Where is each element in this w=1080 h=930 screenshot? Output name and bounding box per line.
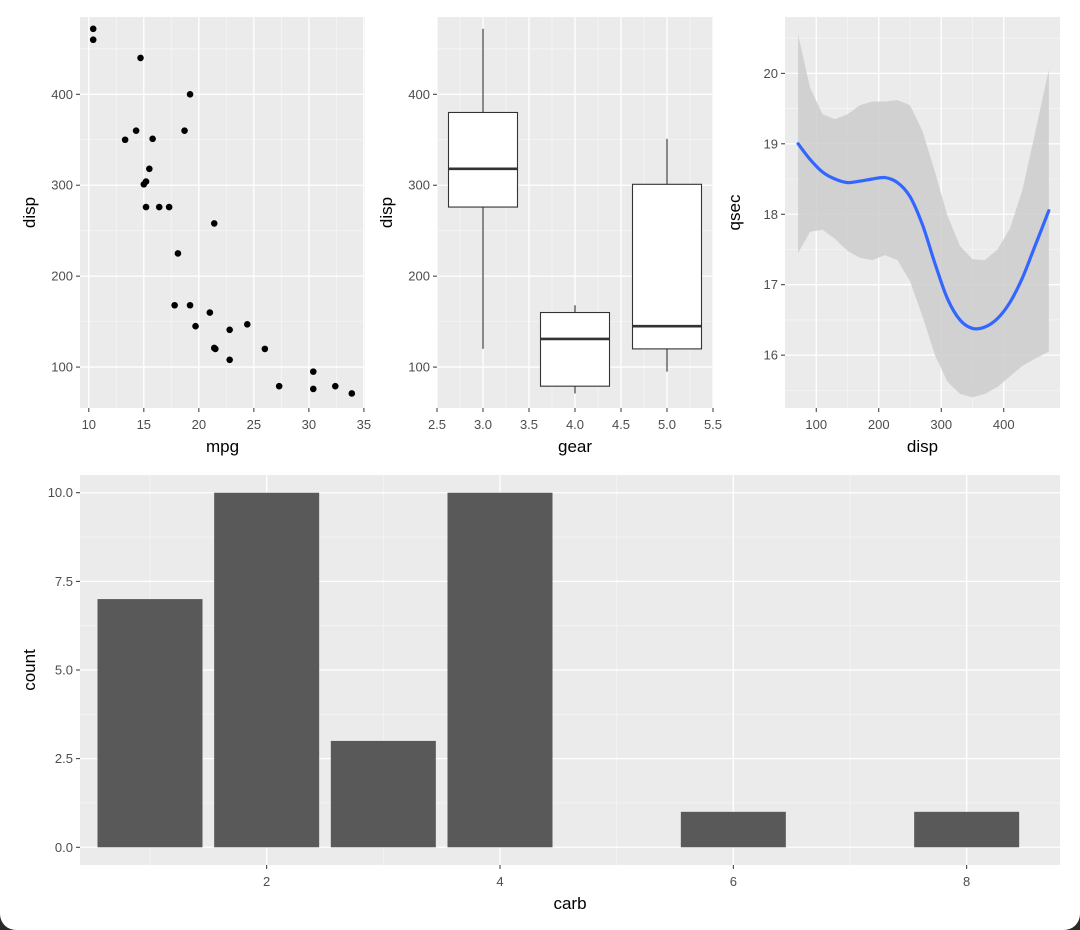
- y-tick-label: 7.5: [55, 574, 73, 589]
- bar-carb-2: [214, 492, 320, 848]
- y-axis-title: disp: [20, 197, 39, 228]
- panel-2: 2.5 3.0 3.5 4.0 4.5 5.0 5.5 100 200 300 400 gear dis…: [377, 17, 722, 456]
- x-tick-label: 4: [496, 874, 503, 889]
- x-tick-label: 3.0: [474, 417, 492, 432]
- panel-1: 10 15 20 25 30 35 100 200 300 400 mpg disp: [20, 17, 371, 456]
- data-point: [142, 203, 150, 211]
- x-tick-label: 5.5: [704, 417, 722, 432]
- y-tick-label: 17: [764, 277, 778, 292]
- bar-carb-1: [97, 599, 203, 848]
- data-point: [206, 309, 214, 316]
- panel-4: 2 4 6 8 0.0 2.5 5.0 7.5 10.0 carb count: [20, 475, 1060, 913]
- y-axis-title: count: [20, 649, 39, 691]
- x-tick-label: 5.0: [658, 417, 676, 432]
- smooth-fit-line: [796, 142, 1051, 331]
- bar-carb-8: [914, 811, 1020, 848]
- box-gear-3: [447, 28, 519, 349]
- x-tick-label: 4.5: [612, 417, 630, 432]
- data-point: [181, 127, 188, 134]
- data-point: [261, 345, 269, 353]
- x-tick-label: 25: [247, 417, 261, 432]
- data-point: [210, 220, 218, 227]
- y-tick-label: 300: [51, 178, 73, 193]
- x-tick-label: 400: [993, 417, 1015, 432]
- data-point: [275, 382, 283, 390]
- y-tick-label: 16: [764, 348, 778, 363]
- x-tick-label: 30: [302, 417, 316, 432]
- y-tick-label: 0.0: [55, 840, 73, 855]
- data-point: [186, 301, 194, 309]
- x-tick-label: 3.5: [520, 417, 538, 432]
- panel-3: 100 200 300 400 16 17 18 19 20 disp qsec: [725, 17, 1060, 456]
- y-axis-title: qsec: [725, 194, 744, 230]
- confidence-ribbon: [798, 34, 1049, 398]
- y-tick-label: 10.0: [48, 485, 73, 500]
- data-point: [132, 127, 140, 134]
- y-tick-label: 20: [764, 66, 778, 81]
- data-point: [331, 382, 339, 390]
- box-body: [539, 311, 611, 387]
- x-tick-label: 200: [868, 417, 890, 432]
- x-tick-label: 20: [192, 417, 206, 432]
- panel-background: [80, 17, 365, 408]
- x-tick-label: 2.5: [428, 417, 446, 432]
- box-gear-4: [539, 305, 611, 394]
- data-point: [186, 90, 194, 98]
- x-axis-title: gear: [558, 437, 592, 456]
- x-tick-label: 35: [357, 417, 371, 432]
- x-axis-title: mpg: [206, 437, 239, 456]
- x-tick-label: 8: [963, 874, 970, 889]
- y-tick-label: 2.5: [55, 751, 73, 766]
- data-point: [192, 322, 199, 330]
- x-tick-label: 15: [137, 417, 151, 432]
- x-axis-title: carb: [553, 894, 586, 913]
- bar-carb-4: [447, 492, 553, 848]
- y-tick-label: 400: [408, 87, 430, 102]
- data-point: [140, 181, 148, 188]
- y-axis-title: disp: [377, 197, 396, 228]
- x-axis-title: disp: [907, 437, 938, 456]
- bar-carb-6: [680, 811, 786, 848]
- data-point: [171, 301, 178, 309]
- x-tick-label: 300: [930, 417, 952, 432]
- data-point: [137, 54, 144, 62]
- x-tick-label: 6: [730, 874, 737, 889]
- data-point: [89, 36, 97, 44]
- y-tick-label: 18: [764, 207, 778, 222]
- x-tick-label: 100: [805, 417, 827, 432]
- data-point: [149, 135, 156, 143]
- x-tick-label: 2: [263, 874, 270, 889]
- data-point: [348, 390, 356, 397]
- bar-carb-3: [330, 740, 436, 848]
- x-tick-label: 4.0: [566, 417, 584, 432]
- data-point: [210, 344, 218, 352]
- y-tick-label: 100: [408, 360, 430, 375]
- data-point: [309, 368, 317, 375]
- y-tick-label: 100: [51, 360, 73, 375]
- data-point: [146, 165, 153, 173]
- y-tick-label: 400: [51, 87, 73, 102]
- data-point: [165, 203, 173, 211]
- box-gear-5: [631, 138, 703, 372]
- y-tick-label: 300: [408, 178, 430, 193]
- data-point: [309, 385, 317, 393]
- data-point: [226, 326, 233, 334]
- y-tick-label: 5.0: [55, 663, 73, 678]
- data-point: [243, 321, 251, 328]
- box-body: [631, 183, 703, 350]
- data-point: [226, 356, 233, 364]
- y-tick-label: 200: [408, 269, 430, 284]
- data-point: [174, 250, 182, 257]
- box-body: [447, 111, 519, 208]
- y-tick-label: 200: [51, 269, 73, 284]
- x-tick-label: 10: [82, 417, 96, 432]
- data-point: [121, 136, 129, 144]
- data-point: [155, 203, 163, 211]
- data-point: [89, 25, 97, 33]
- y-tick-label: 19: [764, 136, 778, 151]
